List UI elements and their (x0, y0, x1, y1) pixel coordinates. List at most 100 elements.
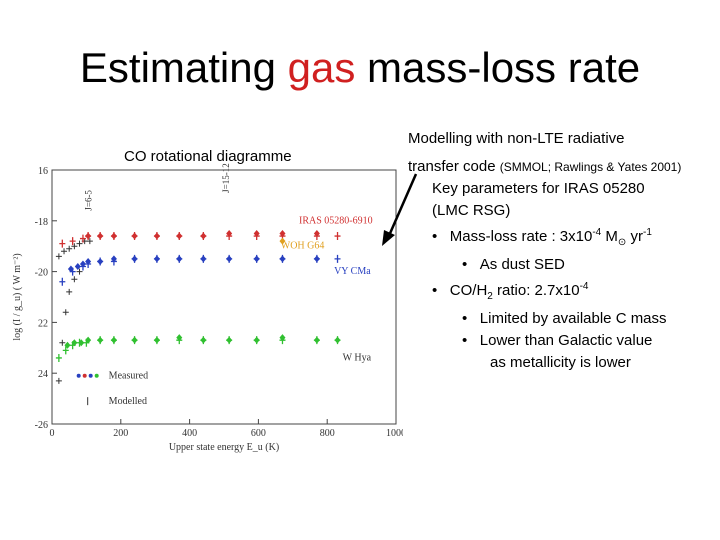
sun-symbol: ⊙ (617, 237, 627, 248)
measured-point (110, 232, 117, 240)
legend-measured-marker (76, 373, 81, 378)
note-co-ratio: • CO/H2 ratio: 2.7x10-4 (408, 276, 718, 308)
co-ratio-exp: -4 (579, 281, 589, 292)
dust-sed-text: As dust SED (479, 256, 565, 273)
chart-caption: CO rotational diagramme (124, 148, 292, 165)
measured-point (176, 232, 183, 240)
measured-point (313, 336, 320, 344)
legend-measured-label: Measured (109, 371, 148, 382)
measured-point (226, 336, 233, 344)
measured-point (78, 339, 85, 347)
measured-point (253, 230, 260, 237)
measured-point (334, 336, 341, 344)
measured-point (200, 336, 207, 344)
transition-label: J=15-12 (221, 163, 231, 193)
measured-point (97, 257, 104, 265)
x-tick-label: 0 (50, 428, 55, 439)
black-modelled-point (61, 248, 68, 255)
y-tick-label: -26 (35, 420, 48, 431)
black-modelled-point (66, 245, 73, 252)
x-tick-label: 400 (182, 428, 197, 439)
title-highlight: gas (287, 44, 356, 91)
note-line-3: Key parameters for IRAS 05280 (432, 180, 645, 197)
y-tick-label: 24 (38, 369, 48, 380)
measured-point (200, 255, 207, 263)
modelled-point (62, 346, 69, 355)
bullet: • (432, 228, 438, 245)
plot-frame (51, 169, 397, 425)
note-limited: • Limited by available C mass (408, 308, 718, 330)
measured-point (153, 336, 160, 344)
measured-point (279, 255, 286, 263)
y-tick-label: 22 (38, 318, 48, 329)
series-label: VY CMa (334, 266, 371, 277)
legend-measured-marker (94, 373, 99, 378)
note-line-1: Modelling with non-LTE radiative (408, 130, 625, 147)
modelled-point (59, 277, 66, 286)
measured-point (71, 339, 78, 347)
note-lower: • Lower than Galactic value (408, 330, 718, 352)
note-mass-loss: • Mass-loss rate : 3x10-4 M⊙ yr-1 (408, 222, 718, 254)
modelling-notes: Modelling with non-LTE radiative transfe… (408, 128, 718, 374)
measured-point (110, 255, 117, 263)
measured-point (253, 255, 260, 263)
co-ratio-pre: CO/H (449, 282, 488, 299)
measured-point (176, 255, 183, 263)
measured-point (97, 232, 104, 240)
measured-point (226, 255, 233, 263)
black-modelled-point (59, 339, 66, 346)
measured-point (253, 336, 260, 344)
transition-label: J=6-5 (84, 190, 94, 211)
black-modelled-point (86, 238, 93, 245)
measured-point (279, 237, 286, 245)
measured-point (313, 255, 320, 263)
co-rotational-chart: 0 200 400 600 800 1000 16 -18 -20 22 24 -26 Upper st… (12, 163, 403, 453)
measured-point (131, 232, 138, 240)
black-modelled-point (66, 288, 73, 295)
black-modelled-point (76, 240, 83, 247)
measured-point (85, 257, 92, 265)
black-modelled-point (76, 268, 83, 275)
y-tick-label: 16 (38, 166, 48, 177)
x-tick-label: 600 (251, 428, 266, 439)
modelled-point (334, 232, 341, 241)
measured-point (153, 255, 160, 263)
measured-point (279, 230, 286, 237)
measured-point (131, 336, 138, 344)
black-modelled-point (62, 309, 69, 316)
lower-text: Lower than Galactic value (479, 332, 653, 349)
x-tick-label: 1000 (386, 428, 403, 439)
series-label: IRAS 05280-6910 (299, 215, 373, 226)
mass-loss-pre: Mass-loss rate : 3x10 (449, 228, 593, 245)
measured-point (67, 265, 74, 273)
modelled-point (59, 239, 66, 248)
chart-axes: 0 200 400 600 800 1000 16 -18 -20 22 24 -26 Upper st… (12, 163, 403, 453)
y-axis-label: log (I / g_u) ( W m⁻²) (12, 253, 23, 340)
black-modelled-point (55, 253, 62, 260)
note-reference: (SMMOL; Rawlings & Yates 2001) (499, 160, 682, 174)
modelled-point (79, 234, 86, 243)
measured-point (131, 255, 138, 263)
co-ratio-sub: 2 (487, 291, 493, 302)
measured-point (74, 263, 81, 271)
mass-loss-unit: M (601, 228, 618, 245)
x-tick-label: 800 (320, 428, 335, 439)
bullet: • (462, 256, 468, 273)
note-line-2: transfer code (SMMOL; Rawlings & Yates 2… (408, 156, 718, 178)
note-metallicity: as metallicity is lower (490, 354, 631, 371)
measured-point (153, 232, 160, 240)
x-axis-label: Upper state energy E_u (K) (169, 442, 279, 453)
measured-point (279, 334, 286, 342)
x-tick-label: 200 (113, 428, 128, 439)
legend-modelled-label: Modelled (109, 396, 147, 407)
mass-loss-exp2: -1 (642, 227, 652, 238)
modelled-point (334, 254, 341, 263)
measured-point (176, 334, 183, 342)
series-label: WOH G64 (281, 241, 325, 252)
measured-point (226, 230, 233, 237)
note-line-4: (LMC RSG) (432, 202, 511, 219)
bullet: • (462, 310, 468, 327)
measured-point (85, 232, 92, 240)
limited-text: Limited by available C mass (479, 310, 667, 327)
black-modelled-point (71, 243, 78, 250)
